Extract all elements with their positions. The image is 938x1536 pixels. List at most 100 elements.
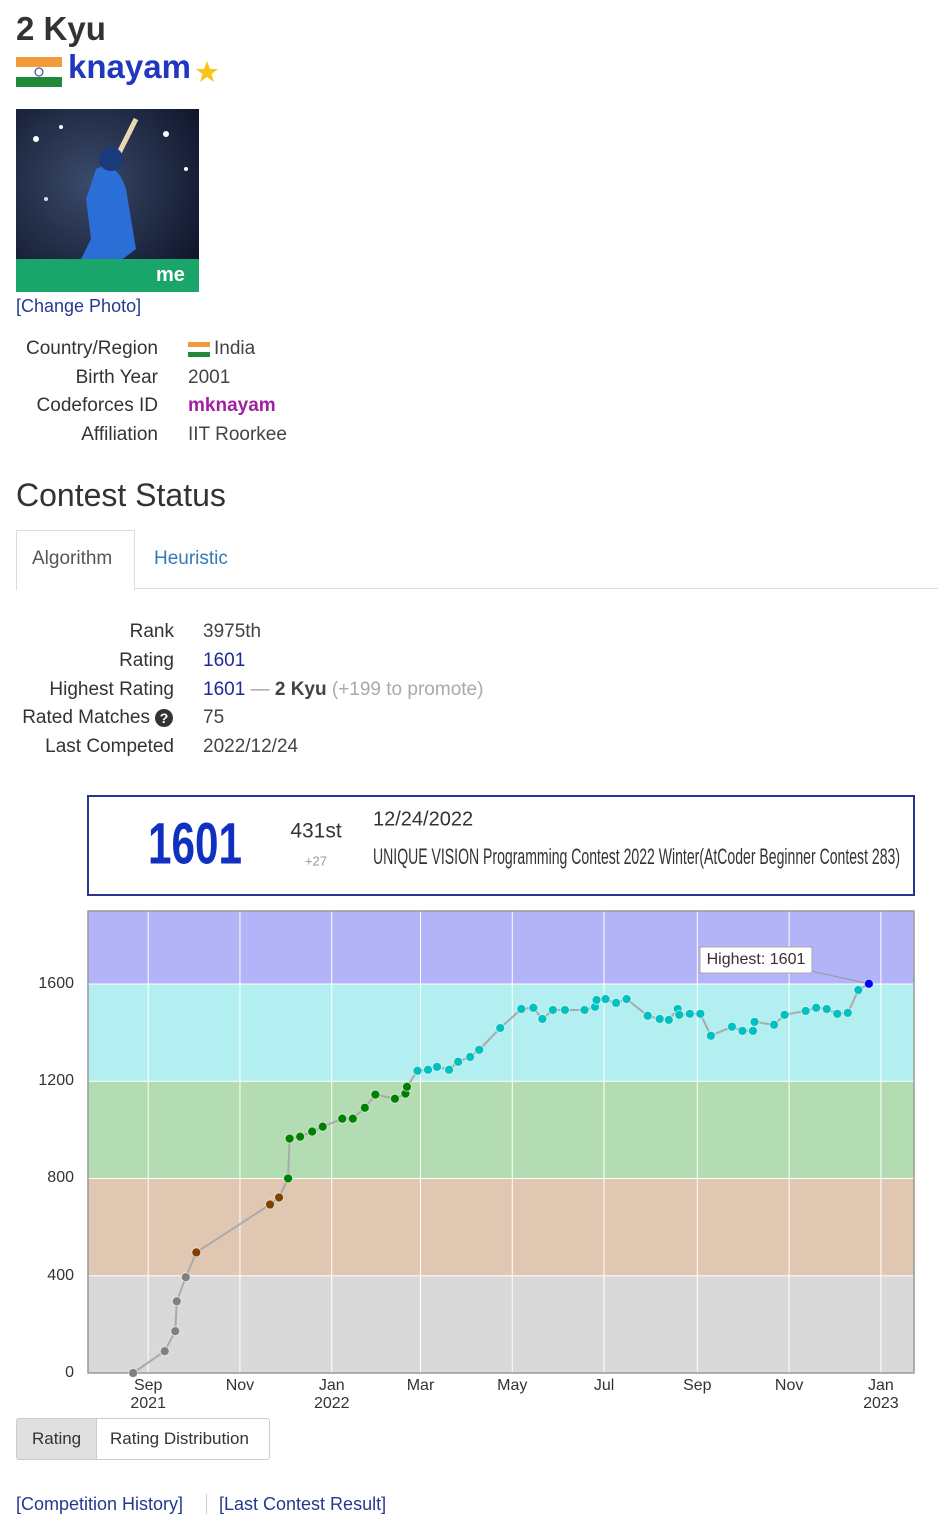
- stat-label: Last Competed: [45, 736, 174, 757]
- rating-point: [600, 994, 611, 1005]
- x-tick-label: Jan 2022: [313, 1377, 350, 1412]
- help-icon[interactable]: ?: [154, 708, 174, 728]
- annotation: Highest: 1601: [707, 951, 806, 968]
- svg-text:?: ?: [160, 710, 169, 726]
- flag: [16, 57, 62, 87]
- profile-label: Affiliation: [81, 424, 158, 445]
- y-tick-label: 1600: [38, 974, 74, 992]
- plot-frame: [87, 910, 915, 1374]
- info-rating: 1601: [148, 811, 242, 876]
- last-result-link[interactable]: [Last Contest Result]: [219, 1494, 387, 1514]
- rating-point: [401, 1081, 412, 1092]
- profile-value: IIT Roorkee: [188, 424, 287, 445]
- history-link[interactable]: [Competition History]: [16, 1494, 184, 1514]
- rating-point: [274, 1192, 285, 1203]
- stat-value: 1601 — 2 Kyu (+199 to promote): [203, 679, 483, 701]
- x-tick-label: Sep: [683, 1377, 712, 1394]
- rating-point: [128, 1368, 139, 1378]
- tab-label[interactable]: Algorithm: [32, 548, 113, 569]
- change-photo-link[interactable]: [Change Photo]: [16, 296, 142, 316]
- rating-point: [265, 1199, 276, 1210]
- info-contest: UNIQUE VISION Programming Contest 2022 W…: [373, 844, 900, 869]
- rating-point: [295, 1131, 306, 1142]
- button-label[interactable]: Rating Distribution: [110, 1429, 249, 1448]
- section-title: Contest Status: [16, 477, 226, 513]
- annotation-box: [699, 946, 813, 974]
- promote-note: (+199 to promote): [331, 679, 484, 700]
- profile-photo: me: [16, 109, 199, 292]
- stat-value: 2022/12/24: [203, 736, 299, 757]
- rating-point: [370, 1089, 381, 1100]
- button-active[interactable]: [16, 1418, 97, 1460]
- highest-kyu: 2 Kyu: [274, 679, 327, 700]
- username[interactable]: knayam: [68, 48, 191, 85]
- button[interactable]: [96, 1418, 270, 1460]
- x-tick-label: Jan 2023: [863, 1377, 899, 1412]
- y-tick-label: 1200: [38, 1072, 74, 1090]
- rating-band: [88, 1081, 914, 1179]
- y-tick-label: 0: [65, 1364, 74, 1381]
- rating-point: [705, 1030, 716, 1041]
- profile-label: Birth Year: [75, 367, 158, 388]
- rank-title: 2 Kyu: [16, 10, 106, 47]
- rating-point: [317, 1121, 328, 1132]
- rating-point: [495, 1022, 506, 1033]
- x-tick-label: Jul: [593, 1377, 615, 1394]
- rating-point: [159, 1346, 170, 1357]
- rating-point: [337, 1113, 348, 1124]
- rating-point: [811, 1002, 822, 1013]
- rating-point: [674, 1009, 685, 1020]
- stat-value: 1601: [203, 650, 246, 671]
- stat-label: Rated Matches: [22, 707, 150, 728]
- codeforces-link[interactable]: mknayam: [188, 395, 276, 416]
- rating-point: [684, 1008, 695, 1019]
- x-tick-label: Sep 2021: [130, 1377, 166, 1412]
- rating-point: [191, 1247, 202, 1258]
- chart-svg: 1601 431st +27 12/24/2022 UNIQUE VISION …: [87, 795, 915, 1378]
- profile-label: Country/Region: [25, 338, 158, 359]
- rating-point: [284, 1133, 295, 1144]
- rating-band: [88, 1178, 914, 1276]
- rating-point: [547, 1004, 558, 1015]
- x-tick-label: Nov: [774, 1377, 804, 1394]
- rating-point: [726, 1021, 737, 1032]
- rating-band: [88, 1275, 914, 1373]
- profile-value: 2001: [188, 367, 231, 388]
- rating-point: [591, 994, 602, 1005]
- rating-point: [863, 978, 874, 989]
- info-place: 431st: [290, 820, 342, 843]
- rating-point: [663, 1014, 674, 1025]
- profile-value: India: [214, 338, 256, 359]
- rating-point: [423, 1064, 434, 1075]
- rating-point: [170, 1326, 181, 1337]
- rating-point: [283, 1173, 294, 1184]
- annotation-leader: [805, 969, 869, 985]
- rating-point: [180, 1272, 191, 1283]
- rating-point: [779, 1009, 790, 1020]
- rating-point: [453, 1056, 464, 1067]
- rating-point: [537, 1013, 548, 1024]
- rating-point: [307, 1126, 318, 1137]
- stat-label: Rating: [119, 650, 174, 671]
- profile-label: Codeforces ID: [36, 395, 158, 416]
- rating-point: [171, 1296, 182, 1307]
- tab-label[interactable]: Heuristic: [154, 548, 228, 569]
- rating-point: [359, 1102, 370, 1113]
- rating-point: [654, 1013, 665, 1024]
- rating-point: [528, 1002, 539, 1013]
- button-label[interactable]: Rating: [32, 1429, 82, 1448]
- info-box: [87, 795, 915, 896]
- separator: [206, 1494, 207, 1514]
- rating-point: [749, 1016, 760, 1027]
- rating-point: [748, 1025, 759, 1036]
- highest-value: 1601: [203, 679, 246, 700]
- y-tick-label: 800: [47, 1169, 74, 1187]
- rating-point: [621, 994, 632, 1005]
- stat-label: Rank: [129, 621, 174, 642]
- tab-active[interactable]: [16, 530, 135, 591]
- rating-point: [611, 997, 622, 1008]
- rating-point: [347, 1113, 358, 1124]
- rating-point: [832, 1008, 843, 1019]
- stat-value: 75: [203, 707, 225, 728]
- rating-point: [389, 1093, 400, 1104]
